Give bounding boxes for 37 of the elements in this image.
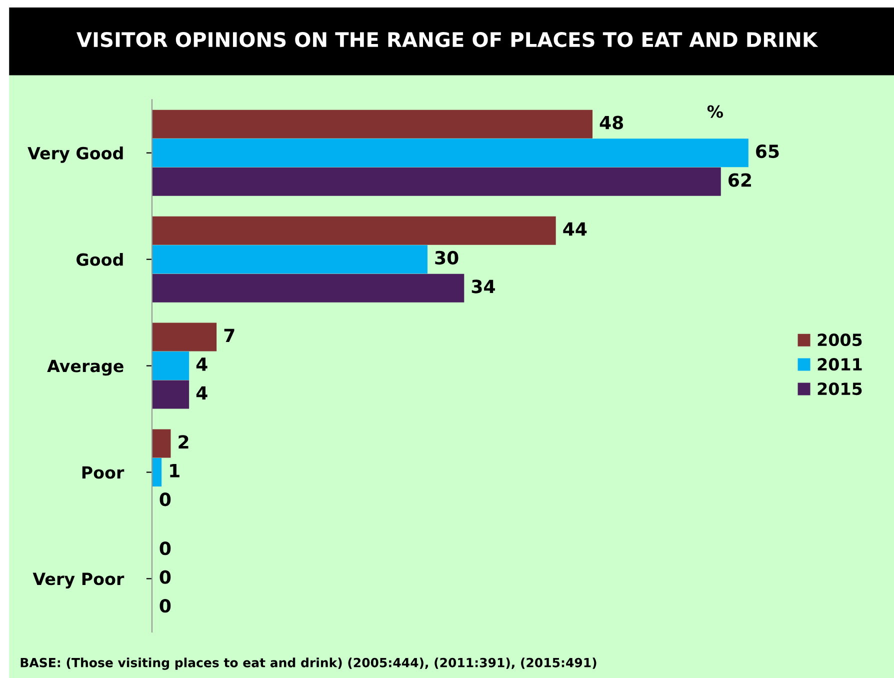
data-label: 48 <box>600 116 624 130</box>
data-label: 65 <box>756 144 779 158</box>
bar <box>152 167 721 196</box>
data-label: 4 <box>196 386 208 400</box>
bar <box>152 380 190 409</box>
data-label: 4 <box>196 358 208 371</box>
data-label: 0 <box>160 492 171 506</box>
y-tick-label: Very Good <box>28 146 123 163</box>
bar <box>152 138 748 168</box>
y-tick-label: Very Poor <box>32 572 124 589</box>
chart-title: VISITOR OPINIONS ON THE RANGE OF PLACES TO EAT AND DRINK <box>76 32 818 48</box>
data-label: 30 <box>435 250 458 265</box>
data-label: 0 <box>160 598 171 613</box>
y-tick-label: Poor <box>82 466 124 479</box>
data-label: 0 <box>160 542 171 556</box>
legend-label: 2005 <box>818 334 862 346</box>
bar <box>152 322 217 352</box>
data-label: 2 <box>178 435 188 448</box>
bar <box>152 110 593 138</box>
bar <box>152 429 171 458</box>
legend-label: 2011 <box>818 358 862 371</box>
bar <box>152 458 162 486</box>
data-label: 62 <box>728 173 751 187</box>
bar <box>152 274 464 302</box>
data-label: 7 <box>224 328 234 342</box>
bar <box>152 352 190 380</box>
y-tick-label: Average <box>47 360 124 376</box>
bar <box>152 216 556 245</box>
y-tick-label: Good <box>76 253 123 266</box>
data-label: 1 <box>170 464 180 478</box>
data-label: 34 <box>472 280 495 294</box>
text: BASE: (Those visiting places to eat and drink) (2005:444), (2011:391), (2015:491) <box>20 658 596 670</box>
annotation: % <box>707 105 724 118</box>
data-label: 0 <box>160 570 171 584</box>
legend-label: 2015 <box>818 382 862 396</box>
data-label: 44 <box>563 222 587 236</box>
bar <box>152 245 428 274</box>
